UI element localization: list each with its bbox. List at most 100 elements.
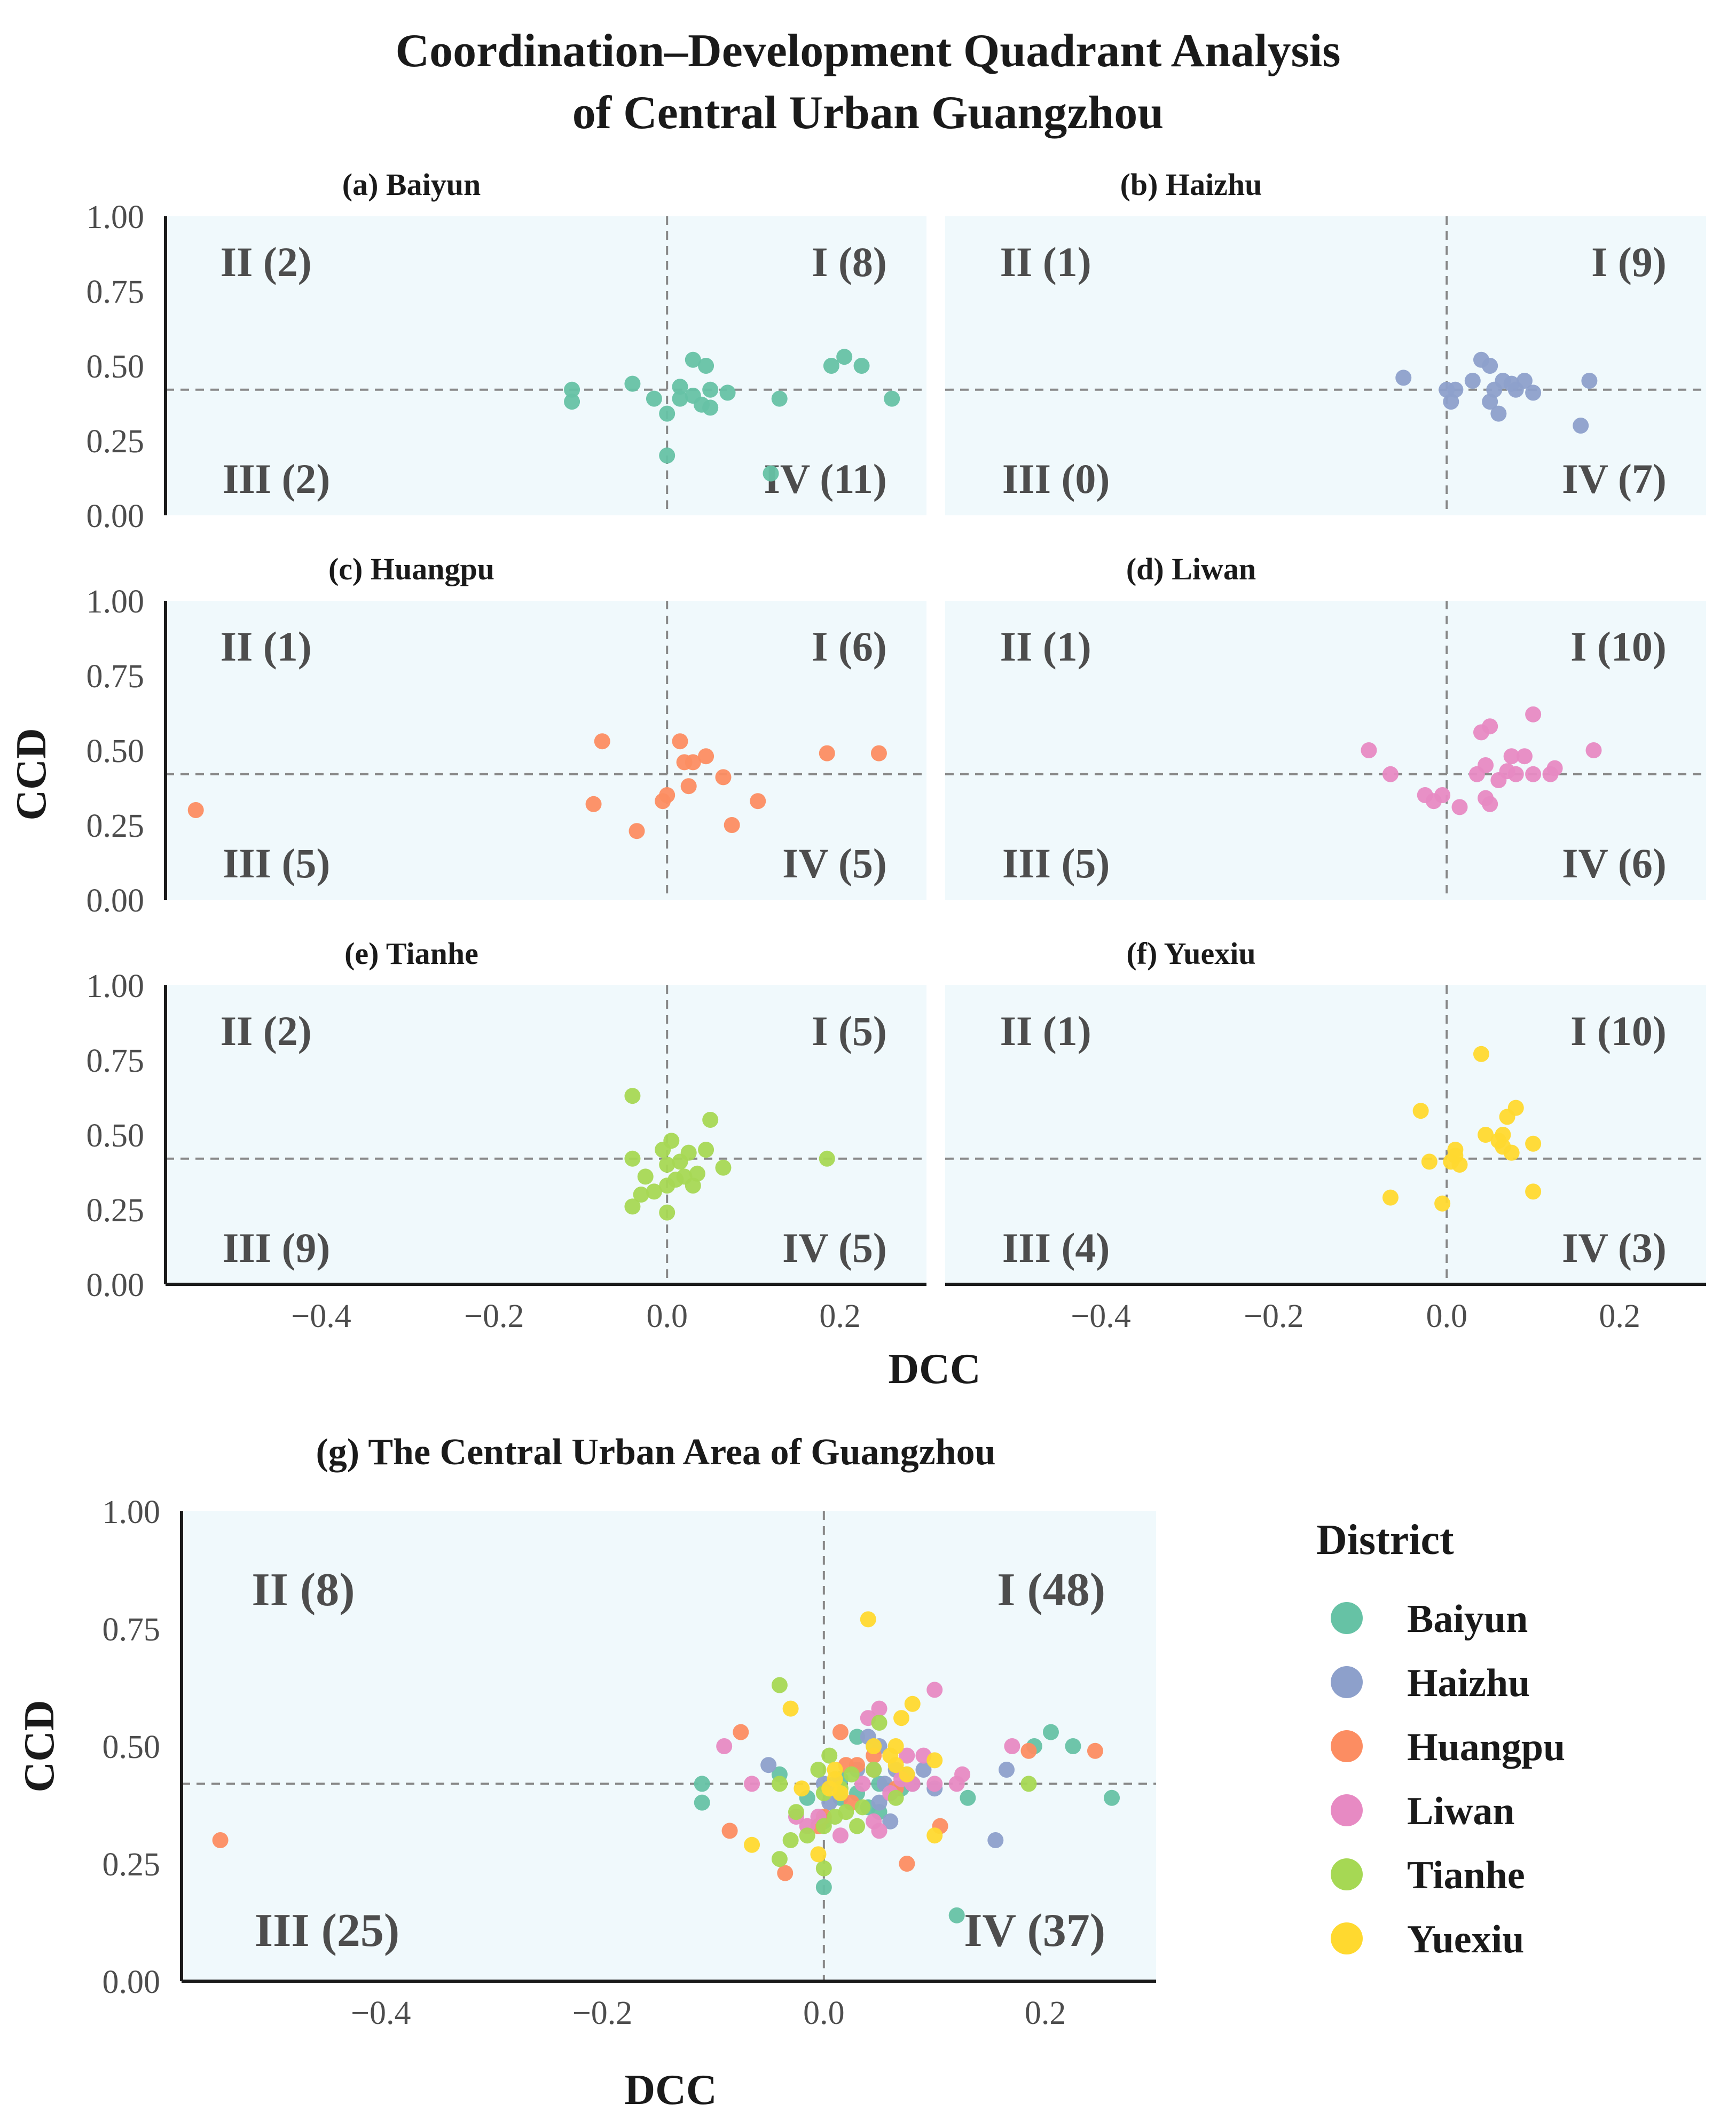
y-axis-title: CCD	[8, 728, 55, 820]
data-point-baiyun	[659, 447, 675, 464]
data-point-yuexiu	[1503, 1144, 1520, 1161]
quadrant-label-i: I (6)	[812, 623, 887, 670]
panel-title: (a) Baiyun	[342, 167, 481, 202]
data-point-tianhe	[843, 1766, 860, 1783]
data-point-liwan	[871, 1700, 887, 1717]
data-point-huangpu	[594, 733, 610, 750]
quadrant-label-iii: III (0)	[1002, 456, 1110, 502]
data-point-baiyun	[823, 358, 839, 374]
quadrant-label-i: I (10)	[1570, 1008, 1667, 1054]
data-point-liwan	[1525, 706, 1542, 723]
data-point-huangpu	[819, 745, 835, 761]
data-point-huangpu	[750, 793, 766, 810]
data-point-haizhu	[882, 1813, 899, 1830]
data-point-huangpu	[672, 733, 688, 750]
x-tick-label: −0.4	[351, 1995, 411, 2031]
y-tick-label: 0.25	[87, 1192, 145, 1229]
panel-title: (f) Yuexiu	[1126, 936, 1255, 971]
data-point-yuexiu	[1478, 1127, 1494, 1143]
panel-yuexiu: (f) Yuexiu II (1) I (10) III (4) IV (3) −0.4 −…	[945, 936, 1706, 1334]
data-point-tianhe	[838, 1804, 854, 1820]
quadrant-label-iii: III (4)	[1002, 1224, 1110, 1271]
data-point-yuexiu	[1447, 1142, 1464, 1158]
data-point-haizhu	[1447, 381, 1464, 398]
data-point-huangpu	[685, 754, 701, 771]
data-point-baiyun	[564, 381, 580, 398]
data-point-huangpu	[585, 796, 602, 812]
x-tick-label: 0.0	[803, 1995, 845, 2031]
x-axis-title: DCC	[888, 1346, 980, 1393]
data-point-liwan	[1516, 748, 1533, 765]
y-tick-label: 0.75	[87, 658, 145, 695]
data-point-tianhe	[788, 1804, 804, 1820]
panel-liwan: (d) Liwan II (1) I (10) III (5) IV (6)	[945, 552, 1706, 900]
y-tick-label: 0.25	[103, 1847, 161, 1883]
data-point-yuexiu	[794, 1780, 810, 1797]
quadrant-label-ii: II (2)	[221, 239, 312, 285]
data-point-liwan	[1451, 799, 1468, 815]
panel-combined: (g) The Central Urban Area of Guangzhou I…	[103, 1432, 1156, 2031]
quadrant-label-iv: IV (11)	[764, 456, 886, 502]
data-point-baiyun	[948, 1907, 965, 1923]
quadrant-label-ii: II (1)	[1000, 1008, 1091, 1054]
data-point-haizhu	[1490, 405, 1507, 422]
data-point-baiyun	[1042, 1724, 1059, 1740]
data-point-huangpu	[659, 787, 675, 803]
data-point-liwan	[1503, 748, 1520, 765]
data-point-liwan	[899, 1747, 915, 1764]
data-point-baiyun	[836, 349, 853, 365]
panel-background	[166, 601, 926, 900]
quadrant-label-iii: III (2)	[223, 456, 331, 502]
data-point-liwan	[926, 1776, 943, 1792]
data-point-baiyun	[694, 1776, 710, 1792]
quadrant-label-iv: IV (3)	[1562, 1224, 1667, 1271]
quadrant-label-i: I (5)	[812, 1008, 887, 1054]
data-point-tianhe	[646, 1183, 662, 1200]
data-point-liwan	[1361, 742, 1377, 758]
panel-background	[166, 985, 926, 1284]
data-point-baiyun	[672, 379, 688, 395]
data-point-yuexiu	[1451, 1157, 1468, 1173]
data-point-baiyun	[884, 390, 900, 407]
panel-title: (g) The Central Urban Area of Guangzhou	[316, 1432, 995, 1473]
panel-background	[945, 985, 1706, 1284]
data-point-liwan	[716, 1738, 733, 1754]
data-point-liwan	[926, 1682, 943, 1698]
data-point-tianhe	[849, 1818, 866, 1834]
panel-title: (e) Tianhe	[344, 936, 478, 971]
data-point-tianhe	[866, 1762, 882, 1778]
data-point-baiyun	[763, 465, 779, 482]
data-point-baiyun	[672, 390, 688, 407]
data-point-tianhe	[887, 1789, 904, 1806]
legend-swatch-huangpu	[1331, 1730, 1363, 1762]
combined-y-axis-title: CCD	[16, 1700, 63, 1792]
data-point-baiyun	[1065, 1738, 1081, 1754]
data-point-liwan	[1482, 718, 1498, 735]
legend-swatch-yuexiu	[1331, 1922, 1363, 1954]
y-tick-label: 1.00	[87, 199, 145, 235]
data-point-tianhe	[854, 1799, 871, 1816]
data-point-huangpu	[629, 823, 645, 839]
data-point-haizhu	[1525, 384, 1542, 401]
quadrant-label-iv: IV (6)	[1562, 840, 1667, 886]
data-point-huangpu	[721, 1823, 738, 1839]
data-point-huangpu	[1087, 1742, 1103, 1759]
data-point-huangpu	[187, 802, 204, 818]
data-point-tianhe	[821, 1747, 838, 1764]
data-point-haizhu	[1395, 370, 1412, 386]
data-point-liwan	[1546, 760, 1563, 776]
data-point-liwan	[744, 1776, 760, 1792]
data-point-haizhu	[1516, 373, 1533, 389]
data-point-yuexiu	[926, 1752, 943, 1769]
data-point-baiyun	[659, 405, 675, 422]
data-point-baiyun	[771, 390, 788, 407]
data-point-huangpu	[733, 1724, 749, 1740]
data-point-liwan	[1482, 796, 1498, 812]
legend-label-tianhe: Tianhe	[1407, 1854, 1525, 1897]
data-point-yuexiu	[827, 1762, 843, 1778]
quadrant-label-ii: II (1)	[1000, 239, 1091, 285]
quadrant-label-i: I (48)	[997, 1564, 1105, 1616]
combined-x-axis-title: DCC	[624, 2067, 717, 2112]
data-point-tianhe	[715, 1159, 732, 1176]
data-point-tianhe	[659, 1157, 675, 1173]
